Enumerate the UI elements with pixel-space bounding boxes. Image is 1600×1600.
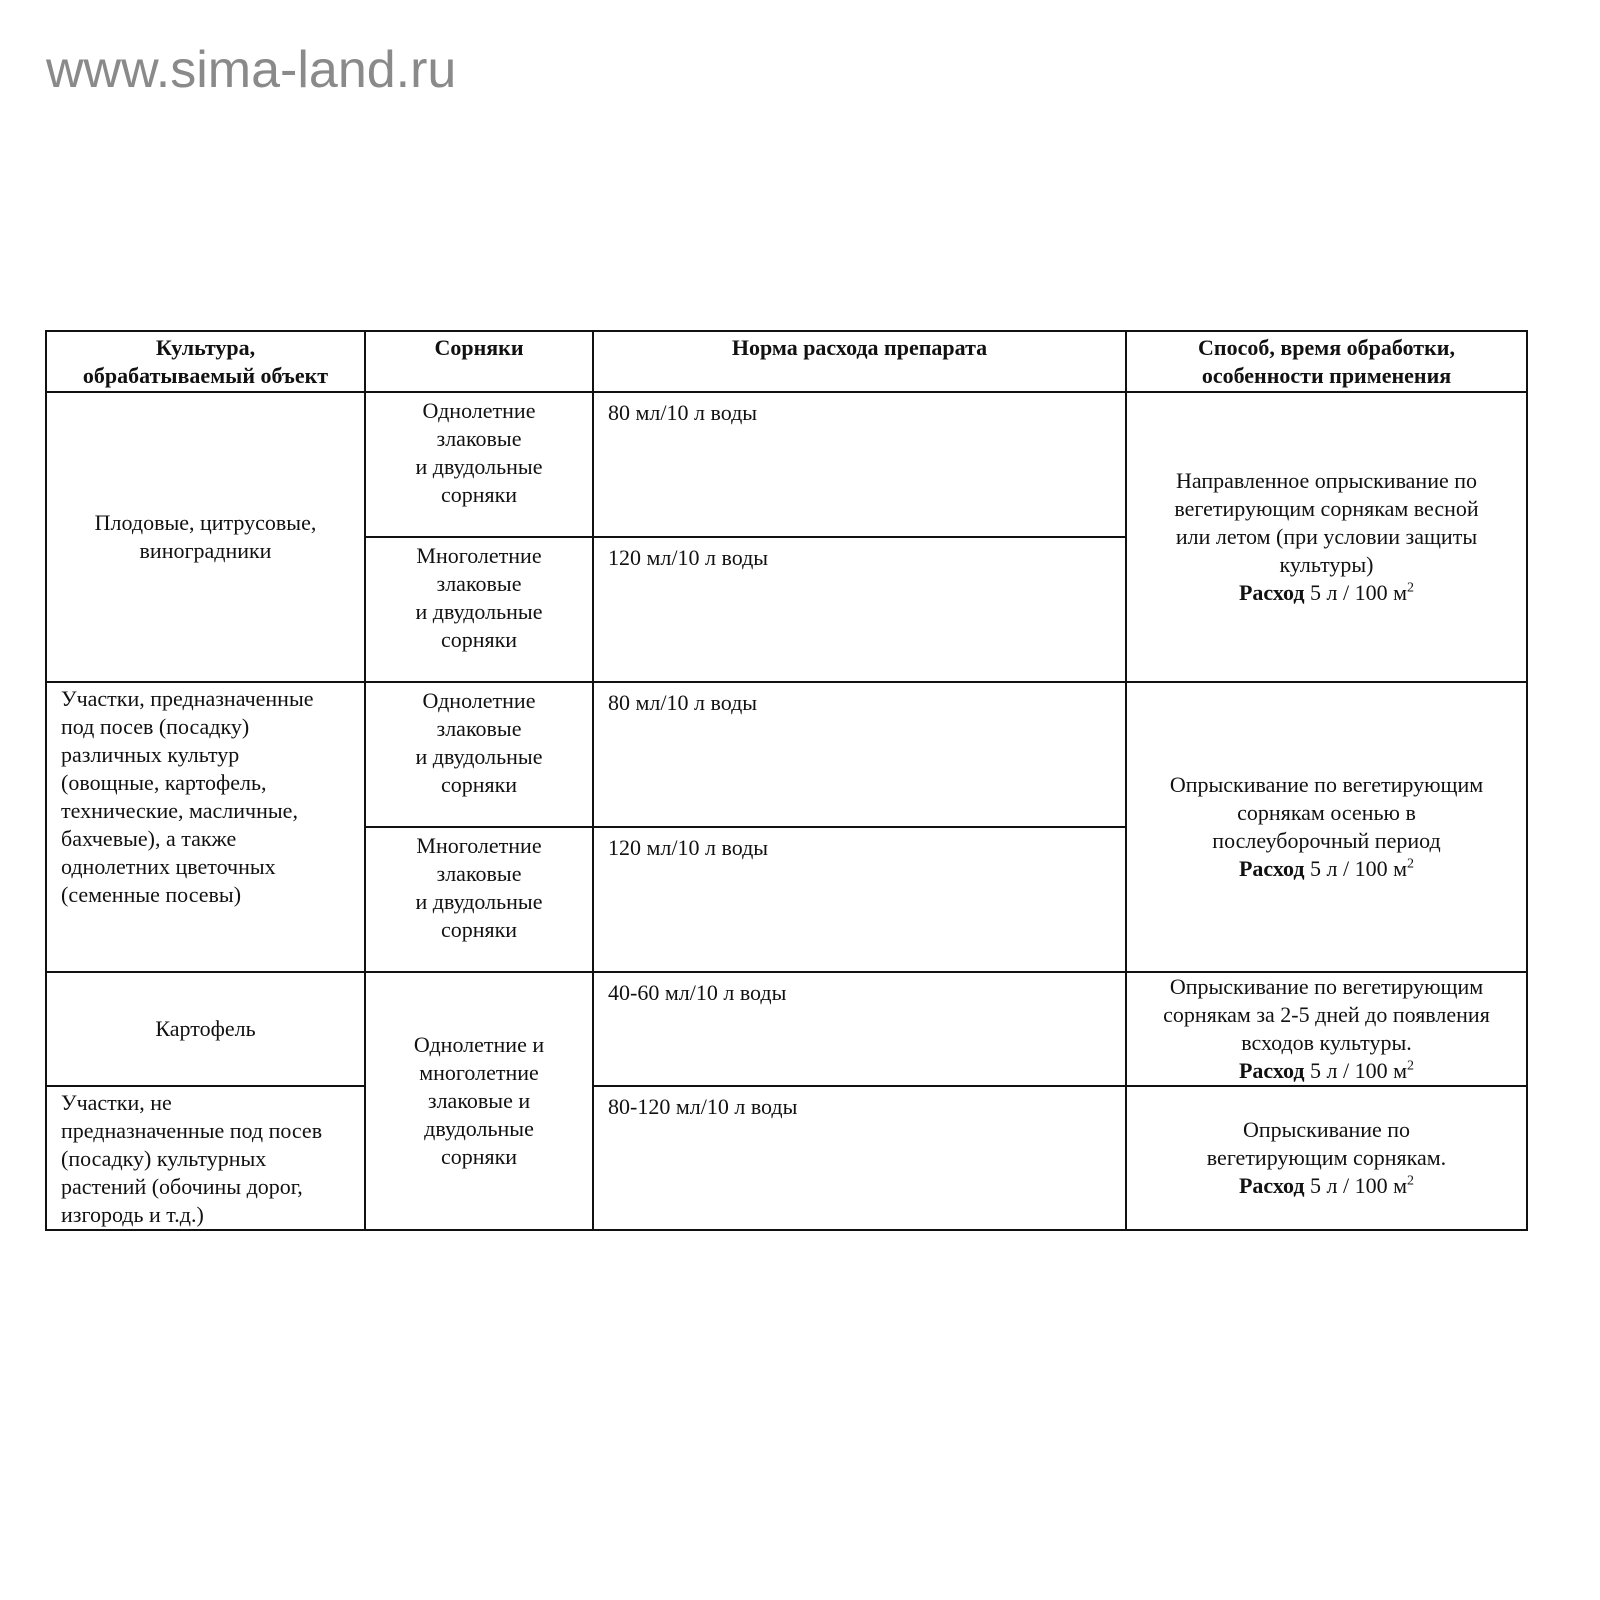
weeds-cell: Однолетние злаковые и двудольные сорняки [364,681,594,828]
usage-label: Расход [1238,1173,1305,1198]
rate-cell: 120 мл/10 л воды [592,536,1127,683]
usage-label: Расход [1238,1058,1305,1083]
table-row: Участки, не предназначенные под посев (п… [45,1085,1528,1231]
table-row: Многолетние злаковые и двудольные сорняк… [46,536,1527,683]
method-text: Опрыскивание по вегетирующим сорнякам за… [1163,974,1490,1055]
culture-cell: Участки, не предназначенные под посев (п… [45,1085,366,1231]
table-row: Многолетние злаковые и двудольные сорняк… [46,826,1527,973]
rate-cell: 40-60 мл/10 л воды [592,971,1127,1087]
rate-cell: 120 мл/10 л воды [592,826,1127,973]
method-text: Опрыскивание по вегетирующим сорнякам ос… [1169,772,1484,853]
usage-sup: 2 [1407,856,1415,872]
usage-value: 5 л / 100 м [1304,580,1408,605]
usage-value: 5 л / 100 м [1304,856,1408,881]
weeds-cell: Однолетние злаковые и двудольные сорняки [364,391,594,538]
header-weeds: Сорняки [364,330,594,393]
rate-cell: 80-120 мл/10 л воды [592,1085,1127,1231]
table-row: Плодовые, цитрусовые, виноградники Однол… [45,391,1528,683]
weeds-cell: Многолетние злаковые и двудольные сорняк… [364,826,594,973]
usage-value: 5 л / 100 м [1304,1173,1408,1198]
rate-cell: 80 мл/10 л воды [592,681,1127,828]
header-method: Способ, время обработки, особенности при… [1125,330,1528,393]
herbicide-usage-table: Культура, обрабатываемый объект Сорняки … [45,330,1528,1231]
usage-sup: 2 [1407,580,1415,596]
header-culture: Культура, обрабатываемый объект [45,330,366,393]
usage-sup: 2 [1407,1173,1415,1189]
method-text: Опрыскивание по вегетирующим сорнякам. [1206,1117,1447,1170]
culture-cell: Участки, предназначенные под посев (поса… [45,681,366,973]
table-header-row: Культура, обрабатываемый объект Сорняки … [45,330,1528,393]
method-cell: Опрыскивание по вегетирующим сорнякам за… [1125,971,1528,1087]
method-cell: Направленное опрыскивание по вегетирующи… [1125,391,1528,683]
method-text: Направленное опрыскивание по вегетирующи… [1174,468,1479,577]
usage-label: Расход [1238,580,1305,605]
watermark: www.sima-land.ru [46,41,457,99]
method-cell: Опрыскивание по вегетирующим сорнякам. Ра… [1125,1085,1528,1231]
table-row: Картофель Однолетние и многолетние злако… [45,971,1528,1231]
weeds-cell: Многолетние злаковые и двудольные сорняк… [364,536,594,683]
method-cell: Опрыскивание по вегетирующим сорнякам ос… [1125,681,1528,973]
culture-cell: Картофель [45,971,366,1087]
culture-cell: Плодовые, цитрусовые, виноградники [45,391,366,683]
usage-label: Расход [1238,856,1305,881]
usage-sup: 2 [1407,1058,1415,1074]
rate-cell: 80 мл/10 л воды [592,391,1127,538]
usage-value: 5 л / 100 м [1304,1058,1408,1083]
header-rate: Норма расхода препарата [592,330,1127,393]
weeds-cell: Однолетние и многолетние злаковые и двуд… [364,971,594,1231]
table-row: Участки, предназначенные под посев (поса… [45,681,1528,973]
